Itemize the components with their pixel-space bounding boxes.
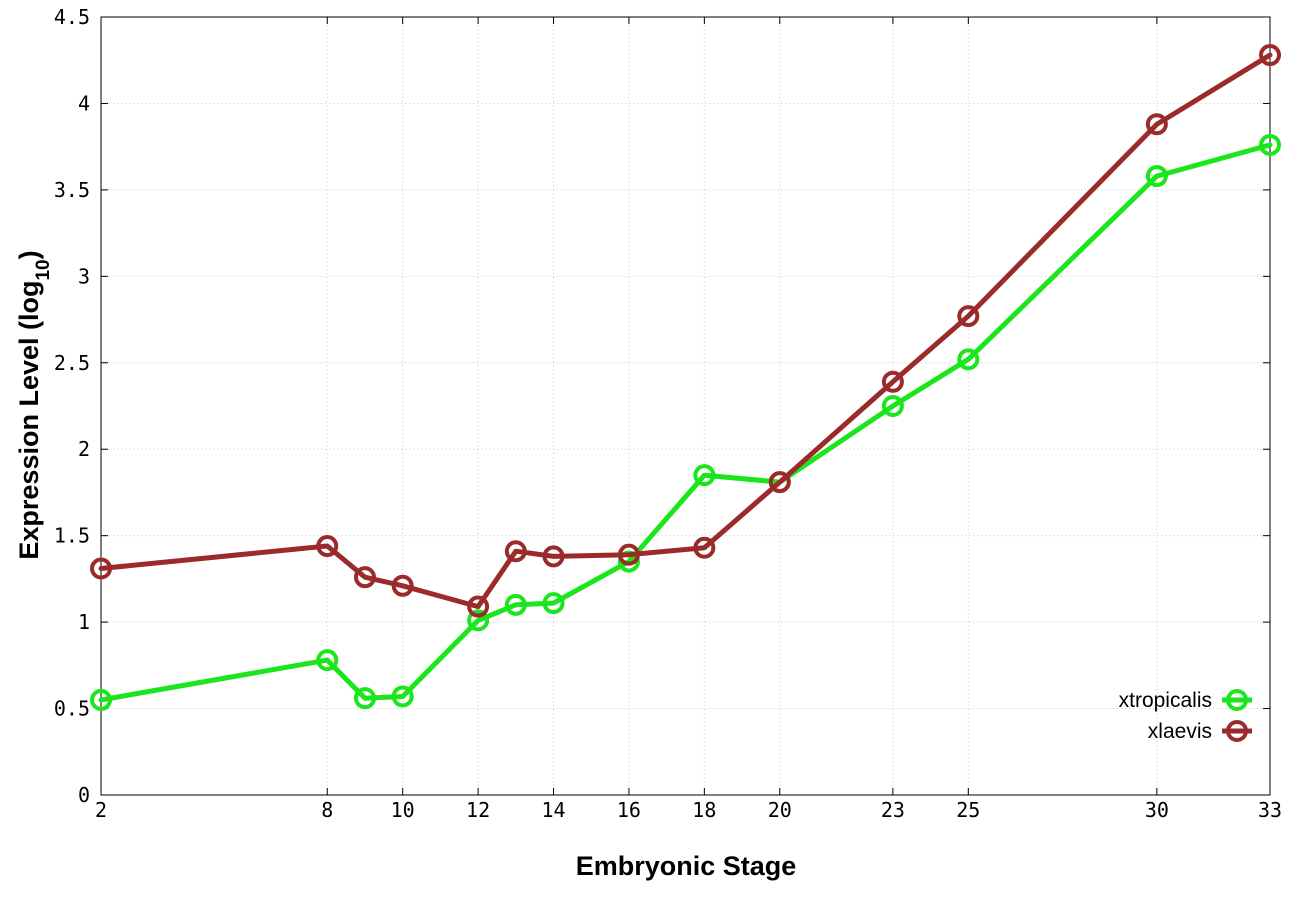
y-tick-label: 1 [78, 610, 90, 634]
y-tick-label: 2 [78, 437, 90, 461]
y-tick-label: 3 [78, 264, 90, 288]
data-point [542, 592, 565, 615]
series-xlaevis [90, 44, 1281, 618]
data-point [90, 557, 112, 580]
legend-item: xtropicalis [1119, 689, 1252, 712]
legend-label: xlaevis [1148, 720, 1212, 743]
data-point [1145, 165, 1168, 188]
data-point [881, 370, 904, 393]
y-tick-label: 4 [78, 91, 90, 115]
data-point [693, 536, 716, 559]
x-tick-label: 23 [881, 798, 905, 822]
data-point [353, 687, 376, 710]
tick-labels: 2 8 10 12 14 16 18 20 23 25 30 33 0 0.5 1 1.5 2 2.5 3 3.5 4 4… [54, 5, 1282, 822]
series-line [98, 142, 1273, 703]
legend-label: xtropicalis [1119, 689, 1212, 712]
data-point [957, 305, 980, 328]
x-tick-label: 18 [692, 798, 716, 822]
series-layer [90, 44, 1281, 711]
data-point [1259, 44, 1281, 67]
data-point [693, 464, 716, 487]
data-point [316, 649, 339, 672]
data-point [617, 543, 640, 566]
series-line [98, 52, 1273, 610]
plot-frame [100, 16, 1271, 796]
x-tick-label: 20 [768, 798, 792, 822]
legend: xtropicalis xlaevis [1119, 689, 1252, 743]
y-tick-label: 0 [78, 783, 90, 807]
data-point [1145, 113, 1168, 136]
data-point [391, 685, 414, 708]
data-point [90, 688, 112, 711]
data-point [957, 348, 980, 371]
data-point [467, 595, 490, 618]
y-tick-label: 2.5 [54, 351, 90, 375]
x-tick-label: 33 [1258, 798, 1282, 822]
data-point [504, 540, 527, 563]
x-tick-label: 16 [617, 798, 641, 822]
y-axis-title-main: Expression Level (log [14, 281, 44, 560]
x-tick-label: 25 [956, 798, 980, 822]
x-tick-label: 2 [95, 798, 107, 822]
data-point [1259, 133, 1281, 156]
x-tick-label: 12 [466, 798, 490, 822]
x-tick-label: 10 [391, 798, 415, 822]
y-tick-label: 4.5 [54, 5, 90, 29]
legend-item: xlaevis [1148, 720, 1252, 743]
y-tick-label: 0.5 [54, 697, 90, 721]
data-point [391, 574, 414, 597]
data-point [467, 609, 490, 632]
x-tick-label: 30 [1145, 798, 1169, 822]
y-axis-title-subscript: 10 [33, 259, 54, 280]
x-tick-label: 8 [321, 798, 333, 822]
y-axis-title-close: ) [14, 250, 44, 259]
data-point [504, 593, 527, 616]
data-point [542, 545, 565, 568]
y-axis-title: Expression Level (log10) [14, 250, 54, 559]
data-point [353, 566, 376, 589]
y-tick-label: 1.5 [54, 524, 90, 548]
legend-swatch-marker [1226, 689, 1248, 711]
data-point [881, 395, 904, 417]
data-point [316, 535, 339, 558]
legend-swatch-marker [1226, 720, 1248, 742]
x-axis-title: Embryonic Stage [576, 851, 797, 881]
grid-lines [101, 17, 1270, 795]
y-tick-label: 3.5 [54, 178, 90, 202]
data-point [768, 471, 791, 494]
x-tick-label: 14 [541, 798, 565, 822]
